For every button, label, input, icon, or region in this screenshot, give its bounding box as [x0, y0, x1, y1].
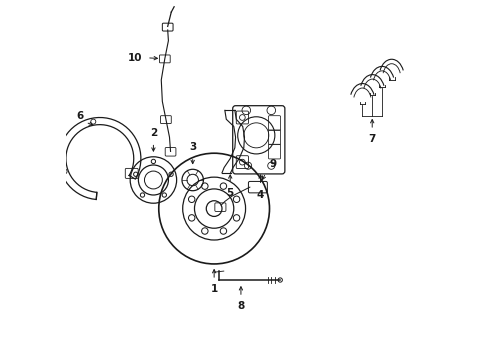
- Text: 8: 8: [237, 301, 244, 311]
- Text: 4: 4: [256, 190, 264, 200]
- Text: 2: 2: [149, 128, 157, 138]
- Text: 6: 6: [77, 111, 83, 121]
- Text: 7: 7: [368, 134, 375, 144]
- Text: 10: 10: [128, 53, 142, 63]
- Text: 3: 3: [189, 143, 196, 153]
- Text: 5: 5: [226, 188, 233, 198]
- Text: 1: 1: [210, 284, 217, 294]
- Text: 9: 9: [269, 158, 276, 168]
